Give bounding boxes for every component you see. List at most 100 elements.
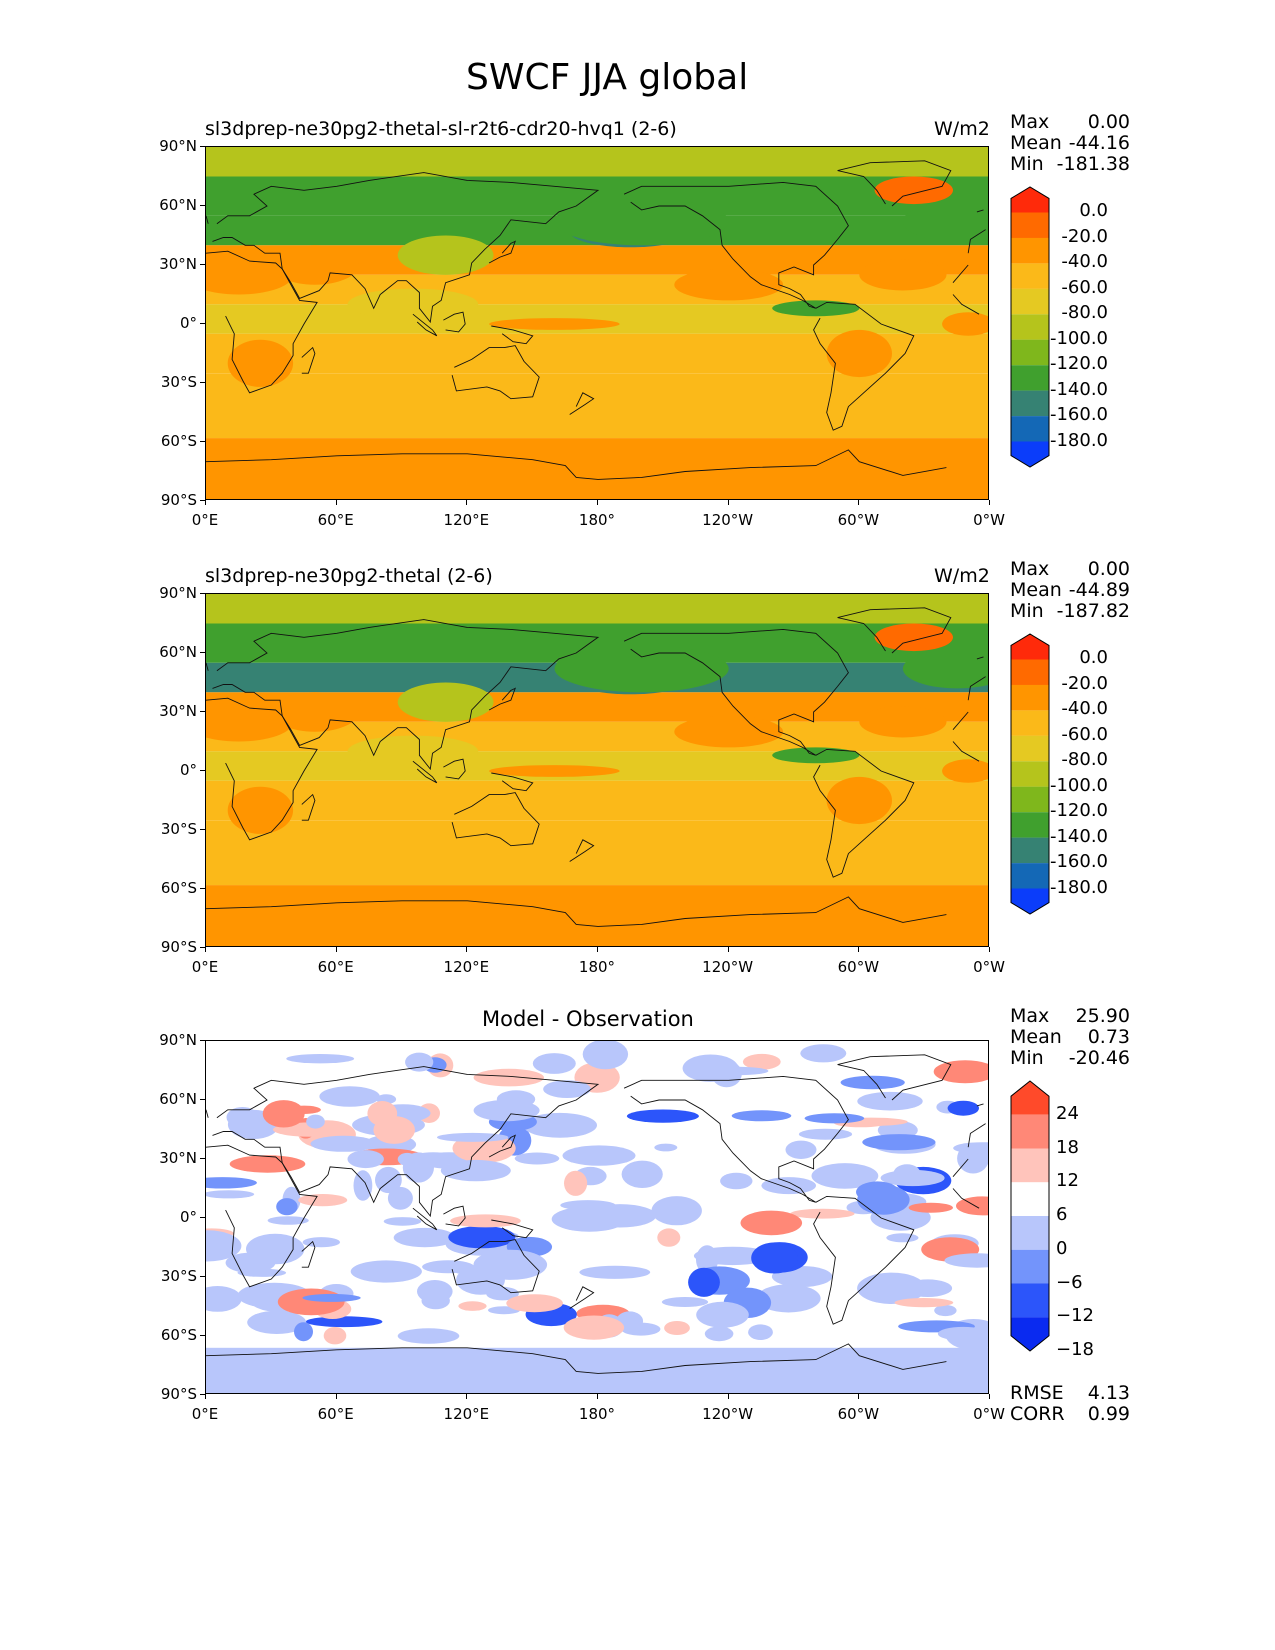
colorbar-label: −12 [1056,1305,1094,1327]
lat-tick-label: 30°S [160,1267,197,1285]
field-patch [397,235,494,275]
colorbar-swatch [1011,339,1049,366]
stat-max-label: Max [1010,1005,1050,1027]
colorbar-swatch [1011,1249,1049,1284]
colorbar [1010,186,1050,468]
difference-patch [956,1196,988,1216]
colorbar-label: -140.0 [1049,825,1108,847]
colorbar-label: 0.0 [1079,200,1108,222]
field-patch [489,765,620,777]
difference-patch [704,1326,734,1342]
coastline-japan [488,1134,516,1158]
difference-patch [253,1312,289,1321]
lon-tick-label: 120°E [443,511,490,529]
lon-tick-label: 0°W [973,511,1005,529]
rmse-label: RMSE [1010,1382,1064,1404]
map-difference [205,1040,989,1394]
stat-mean-label: Mean [1010,579,1062,601]
difference-patch [458,1301,487,1311]
lat-tick [200,1040,205,1041]
lat-tick-label: 30°S [160,373,197,391]
difference-patch [440,1159,511,1182]
difference-patch [387,1186,413,1210]
lat-tick [200,593,205,594]
stat-min-value: -181.38 [1056,153,1130,175]
field-patch [942,312,988,336]
colorbar-label: -80.0 [1061,302,1108,324]
field-patch [489,318,620,330]
field-patch [271,692,359,732]
colorbar-swatch [1011,365,1049,391]
difference-patch [225,1252,276,1273]
corr-value: 0.99 [1087,1403,1130,1425]
colorbar-label: -20.0 [1061,672,1108,694]
difference-patch [621,1160,663,1188]
colorbar-swatch [1011,263,1049,289]
coastline-sumatra [412,1207,438,1231]
difference-patch [302,1293,361,1302]
coastline-greenland [837,607,952,654]
lat-tick-label: 60°S [160,432,197,450]
lon-tick [858,1394,860,1399]
colorbar-swatch [1011,888,1049,914]
colorbar-swatch [1011,1216,1049,1250]
field-band [206,820,988,860]
difference-patch [514,1152,560,1165]
colorbar-label: −6 [1056,1271,1083,1293]
coastline-borneo [443,311,466,333]
difference-patch [798,1128,853,1140]
stat-min-label: Min [1010,600,1044,622]
difference-patch [294,1322,313,1342]
coastline-newguinea [491,772,534,792]
coastline-eurasia [967,676,986,701]
field-patch [826,776,892,825]
difference-patch [742,1053,781,1070]
difference-patch [748,1324,773,1340]
difference-patch [409,1152,457,1167]
colorbar-swatch [1011,1283,1049,1318]
coastline-eurasia [212,172,600,324]
difference-patch [206,1286,242,1312]
coastline-southamerica [813,301,915,431]
lat-tick [200,947,205,948]
stat-max-value: 0.00 [1087,111,1130,133]
lat-tick-label: 90°S [160,1385,197,1403]
colorbar-swatch [1011,863,1049,889]
colorbar-label: -100.0 [1049,327,1108,349]
colorbar-swatch [1011,1081,1049,1115]
lat-tick-label: 0° [179,761,197,779]
coastline-madagascar [301,346,316,374]
lat-tick-label: 30°N [159,255,197,273]
difference-patch [790,1208,855,1219]
stat-min-value: -20.46 [1068,1047,1130,1069]
difference-patch [473,1099,540,1122]
coastline-africa [206,1144,318,1288]
lon-tick-label: 60°E [317,958,354,976]
difference-patch [857,1272,926,1304]
colorbar-swatch [1011,761,1049,787]
difference-patch [226,1107,259,1128]
lon-tick [727,1394,729,1399]
field-contours [206,594,988,946]
coastline-antarctica [206,896,947,927]
difference-patch [761,1177,816,1195]
stat-min-label: Min [1010,1047,1044,1069]
difference-patch [857,1091,923,1111]
coastline-northamerica [623,1075,849,1203]
coastline-eurasia [212,1066,600,1218]
lon-tick [727,947,729,952]
field-patch [347,288,479,320]
field-patch [397,682,494,722]
coastline-sumatra [412,313,438,337]
panel-title: sl3dprep-ne30pg2-thetal-sl-r2t6-cdr20-hv… [205,118,677,140]
lon-tick [858,500,860,505]
lon-tick-label: 120°W [702,1405,754,1423]
difference-patch [383,1217,422,1226]
coastline-newguinea [491,325,534,345]
lon-tick [335,1394,337,1399]
map-svg [206,1041,988,1393]
panel-units: W/m2 [934,565,990,587]
field-band [206,304,988,334]
field-band [206,751,988,781]
difference-patch [522,1112,597,1138]
